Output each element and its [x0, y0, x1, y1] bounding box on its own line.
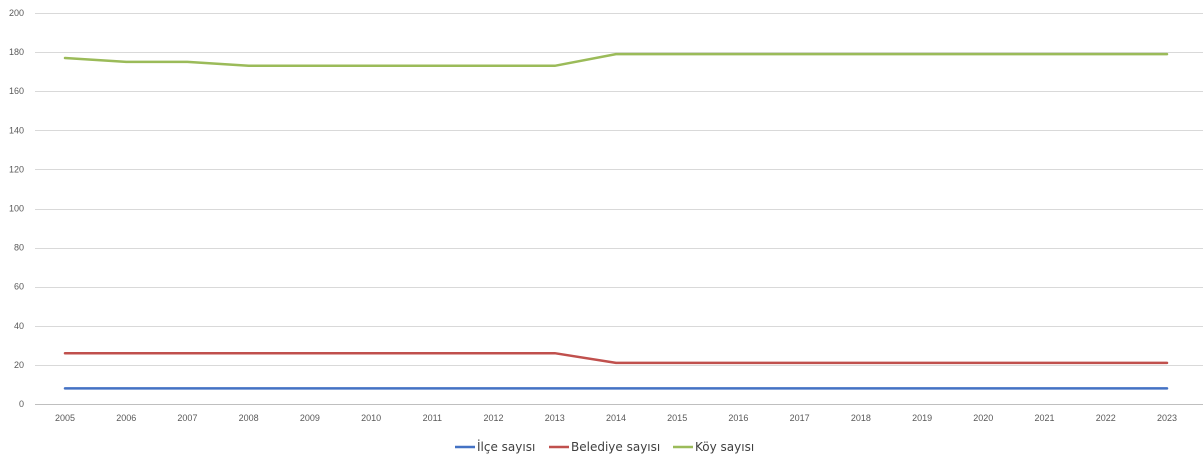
x-tick-label: 2010 [361, 413, 381, 423]
y-tick-label: 160 [9, 86, 24, 96]
x-tick-label: 2019 [912, 413, 932, 423]
y-tick-label: 180 [9, 47, 24, 57]
x-tick-label: 2007 [177, 413, 197, 423]
x-tick-label: 2009 [300, 413, 320, 423]
y-tick-label: 20 [14, 360, 24, 370]
y-tick-label: 60 [14, 282, 24, 292]
x-tick-label: 2022 [1096, 413, 1116, 423]
series-line-1 [63, 351, 1169, 365]
legend: İlçe sayısı Belediye sayısı Köy sayısı [455, 439, 754, 454]
gridlines [35, 13, 1203, 405]
x-tick-label: 2015 [667, 413, 687, 423]
x-tick-label: 2017 [790, 413, 810, 423]
x-tick-label: 2021 [1035, 413, 1055, 423]
series-line-2 [63, 52, 1169, 68]
x-tick-label: 2023 [1157, 413, 1177, 423]
y-tick-label: 40 [14, 321, 24, 331]
y-tick-label: 120 [9, 164, 24, 174]
x-axis-ticks: 2005 2006 2007 2008 2009 2010 2011 2012 2013 2014… [55, 413, 1177, 423]
legend-label-2: Köy sayısı [695, 440, 754, 454]
x-tick-label: 2016 [728, 413, 748, 423]
y-axis-ticks: 0 20 40 60 80 100 120 140 160 180 200 [9, 8, 24, 409]
y-tick-label: 200 [9, 8, 24, 18]
x-tick-label: 2020 [973, 413, 993, 423]
series-lines [63, 52, 1169, 390]
x-tick-label: 2008 [239, 413, 259, 423]
y-tick-label: 0 [19, 399, 24, 409]
y-tick-label: 80 [14, 243, 24, 253]
x-tick-label: 2014 [606, 413, 626, 423]
y-tick-label: 100 [9, 204, 24, 214]
legend-label-0: İlçe sayısı [477, 439, 535, 454]
y-tick-label: 140 [9, 125, 24, 135]
x-tick-label: 2018 [851, 413, 871, 423]
x-tick-label: 2006 [116, 413, 136, 423]
x-tick-label: 2011 [423, 413, 442, 423]
x-tick-label: 2005 [55, 413, 75, 423]
legend-label-1: Belediye sayısı [571, 440, 660, 454]
x-tick-label: 2012 [484, 413, 504, 423]
x-tick-label: 2013 [545, 413, 565, 423]
